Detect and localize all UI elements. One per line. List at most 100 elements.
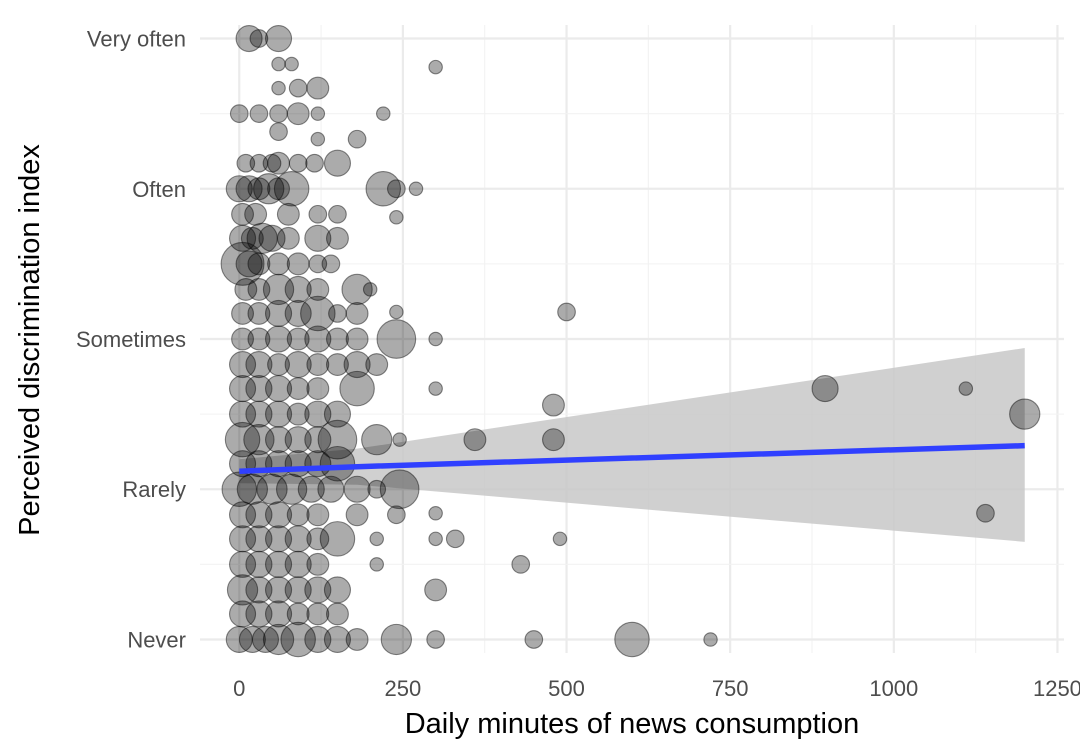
data-point [264, 550, 293, 578]
data-point [258, 224, 286, 252]
data-point [304, 400, 332, 428]
data-point [264, 325, 293, 353]
trend-line [239, 442, 1025, 474]
data-point [958, 381, 974, 396]
data-point [284, 350, 312, 379]
data-point [323, 576, 352, 604]
data-point [304, 224, 332, 252]
data-point [428, 331, 443, 347]
data-point [345, 628, 369, 651]
data-point [703, 632, 718, 647]
data-point [224, 421, 261, 458]
data-point [557, 302, 576, 322]
data-point [306, 76, 330, 100]
data-point [380, 623, 413, 656]
data-point [245, 525, 273, 553]
data-point [304, 426, 332, 454]
data-point [262, 153, 282, 173]
data-point [323, 149, 352, 177]
data-point [236, 153, 256, 173]
data-point [256, 473, 288, 505]
data-point [317, 475, 345, 503]
data-point [428, 59, 443, 75]
data-point [365, 353, 389, 376]
x-tick-label: 250 [385, 676, 422, 701]
data-point [264, 400, 293, 428]
data-point [271, 80, 286, 96]
data-point [284, 576, 312, 604]
data-point [288, 153, 308, 173]
data-point [229, 104, 249, 123]
y-tick-label: Sometimes [76, 327, 186, 352]
data-point [341, 273, 373, 306]
data-point [321, 254, 341, 274]
data-point [247, 327, 271, 351]
data-point [286, 503, 310, 527]
data-point [264, 299, 293, 328]
confidence-band-layer [239, 348, 1025, 542]
data-point [247, 277, 271, 301]
data-point [235, 175, 263, 203]
data-point [228, 375, 257, 403]
data-point [271, 56, 286, 72]
trend-line-layer [239, 442, 1025, 474]
data-point [267, 151, 290, 175]
data-point [284, 525, 312, 553]
x-tick-label: 0 [233, 676, 245, 701]
data-point [245, 501, 273, 529]
data-point [276, 226, 300, 250]
data-point [365, 171, 402, 207]
data-point [245, 350, 273, 379]
data-point [264, 501, 293, 529]
data-point [326, 353, 349, 376]
data-point [524, 630, 544, 649]
data-point [234, 277, 258, 301]
data-point [235, 250, 263, 278]
data-point [376, 319, 417, 359]
data-point [326, 327, 349, 351]
data-point [269, 104, 288, 123]
data-point [228, 350, 257, 379]
data-point [228, 525, 257, 553]
data-point [231, 202, 254, 226]
data-point [389, 210, 404, 225]
data-point [276, 202, 300, 226]
data-point [323, 400, 352, 428]
data-point [300, 295, 336, 332]
data-point [228, 400, 257, 428]
confidence-band [239, 348, 1025, 542]
data-point [408, 181, 424, 197]
data-points [220, 24, 1041, 658]
data-point [376, 106, 391, 121]
data-point [228, 600, 257, 628]
x-tick-label: 1250 [1033, 676, 1080, 701]
data-point [286, 327, 310, 351]
data-point [238, 625, 266, 654]
data-point [426, 630, 445, 649]
data-point [228, 224, 257, 252]
y-tick-label: Rarely [122, 477, 186, 502]
data-point [251, 625, 280, 654]
data-point [326, 602, 349, 626]
data-point [284, 299, 312, 328]
x-tick-label: 1000 [869, 676, 918, 701]
data-point [328, 204, 347, 224]
data-point [463, 428, 487, 452]
data-point [306, 527, 330, 551]
x-tick-label: 500 [548, 676, 585, 701]
data-point [284, 275, 312, 303]
data-point [267, 252, 290, 276]
data-point [284, 550, 312, 578]
data-point [328, 304, 347, 323]
data-point [267, 177, 290, 201]
data-point [236, 473, 269, 505]
data-point [226, 574, 259, 606]
data-point [379, 469, 420, 510]
data-point [286, 252, 310, 276]
data-point [264, 375, 293, 403]
data-point [305, 153, 324, 173]
y-axis-ticks: Never Rarely Sometimes Often Very often [76, 27, 186, 653]
data-point [343, 475, 371, 503]
data-point [286, 402, 310, 426]
data-point [220, 241, 265, 286]
